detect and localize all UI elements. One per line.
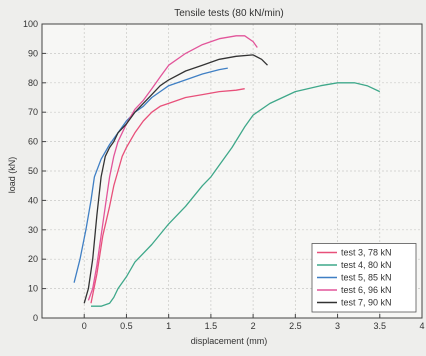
y-tick-label: 20: [28, 254, 38, 264]
legend: test 3, 78 kN test 4, 80 kN test 5, 85 kN t…: [311, 243, 417, 313]
y-tick-label: 90: [28, 48, 38, 58]
legend-label: test 3, 78 kN: [341, 248, 392, 258]
y-tick-label: 100: [23, 19, 38, 29]
series-line-2: [91, 82, 381, 307]
series-line-5: [83, 54, 268, 304]
chart-title: Tensile tests (80 kN/min): [174, 8, 283, 19]
x-tick-label: 3.5: [374, 321, 387, 331]
y-tick-label: 0: [33, 313, 38, 323]
y-tick-label: 30: [28, 225, 38, 235]
x-tick-label: 2.5: [289, 321, 302, 331]
x-axis-label: displacement (mm): [191, 336, 268, 346]
y-tick-label: 60: [28, 137, 38, 147]
x-tick-label: 0: [82, 321, 87, 331]
x-tick-label: 4: [419, 321, 424, 331]
legend-label: test 4, 80 kN: [341, 260, 392, 270]
y-tick-label: 50: [28, 166, 38, 176]
y-tick-label: 10: [28, 284, 38, 294]
x-tick-label: 1: [166, 321, 171, 331]
y-axis-label: load (kN): [7, 157, 17, 194]
x-tick-label: 2: [251, 321, 256, 331]
y-tick-label: 40: [28, 195, 38, 205]
x-tick-label: 3: [335, 321, 340, 331]
x-tick-label: 0.5: [120, 321, 133, 331]
y-tick-label: 80: [28, 78, 38, 88]
series-line-1: [90, 88, 245, 304]
legend-label: test 7, 90 kN: [341, 298, 392, 308]
series-line-4: [87, 35, 258, 301]
legend-label: test 6, 96 kN: [341, 285, 392, 295]
legend-label: test 5, 85 kN: [341, 273, 392, 283]
series-group: [73, 35, 381, 307]
y-tick-label: 70: [28, 107, 38, 117]
x-tick-label: 1.5: [205, 321, 218, 331]
